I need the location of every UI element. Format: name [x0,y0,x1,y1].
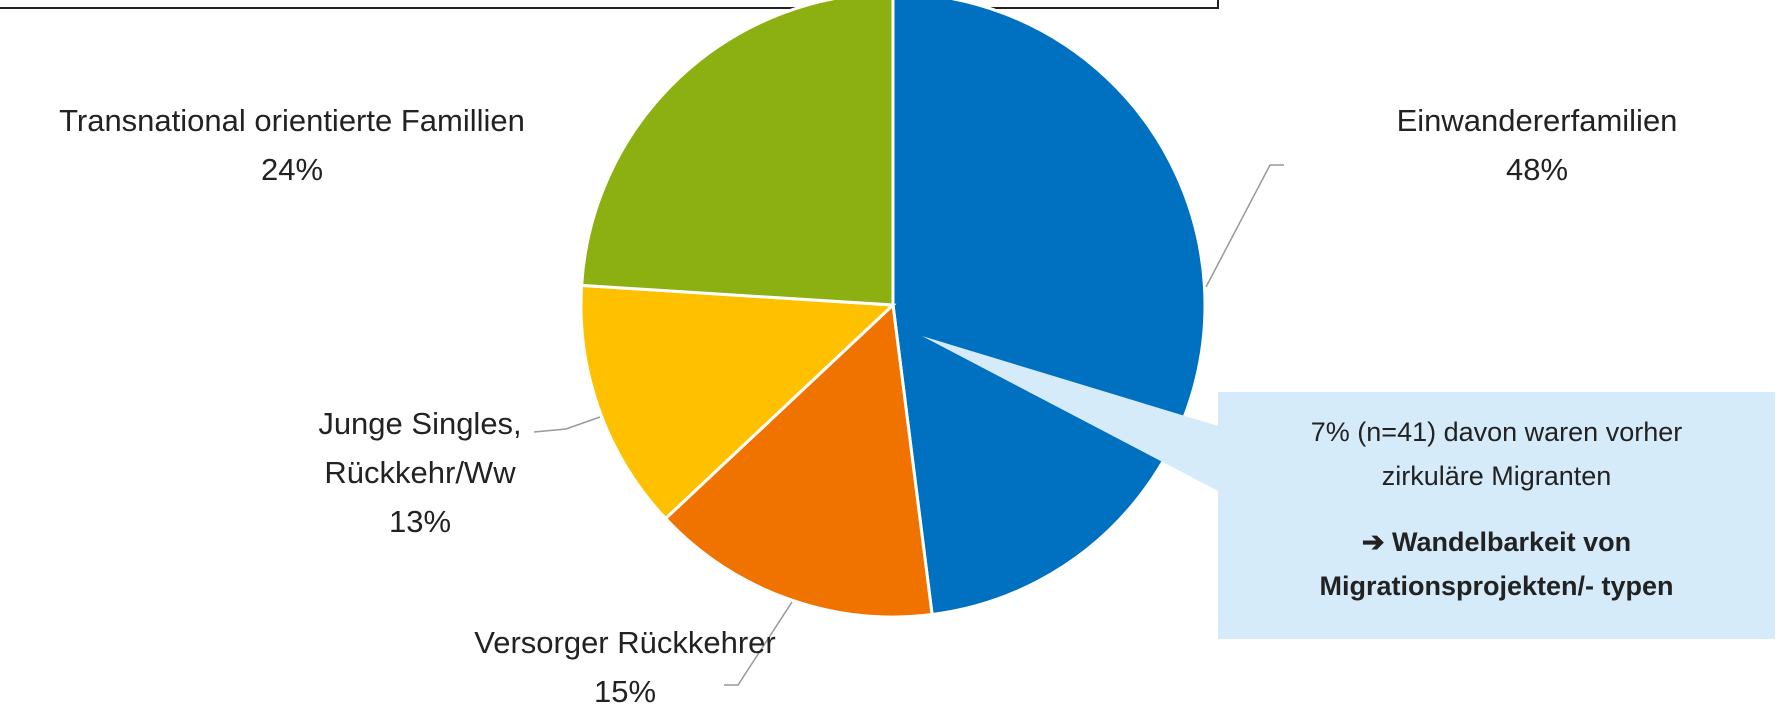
pie-slice [580,0,895,307]
value-label: 24% [260,152,324,187]
slice-label: Junge Singles, Rückkehr/Ww 13% [305,399,535,546]
value-label: 48% [1505,152,1569,187]
callout-pointer [922,336,1218,491]
slice-label: Versorger Rückkehrer 15% [415,618,835,705]
slice-label: Transnational orientierte Famillien 24% [0,96,602,194]
pie-slice [579,283,897,521]
leader-line [724,601,793,686]
category-label: Junge Singles, Rückkehr/Ww [318,406,522,490]
leader-line [1205,164,1284,288]
category-label: Transnational orientierte Famillien [59,103,525,138]
category-label: Einwandererfamilien [1396,103,1678,138]
pie-slice [663,301,934,619]
leader-line [533,416,601,433]
callout-emphasis: ➔ Wandelbarkeit von Migrationsprojekten/… [1319,527,1674,601]
category-label: Versorger Rückkehrer [474,625,776,660]
callout-text: 7% (n=41) davon waren vorher zirkuläre M… [1310,417,1683,491]
pie-slice [891,0,1207,617]
callout: 7% (n=41) davon waren vorher zirkuläre M… [1218,392,1775,639]
value-label: 13% [388,504,452,539]
slice-label: Einwandererfamilien 48% [1327,96,1747,194]
frame-box [0,0,1219,9]
value-label: 15% [593,674,657,705]
